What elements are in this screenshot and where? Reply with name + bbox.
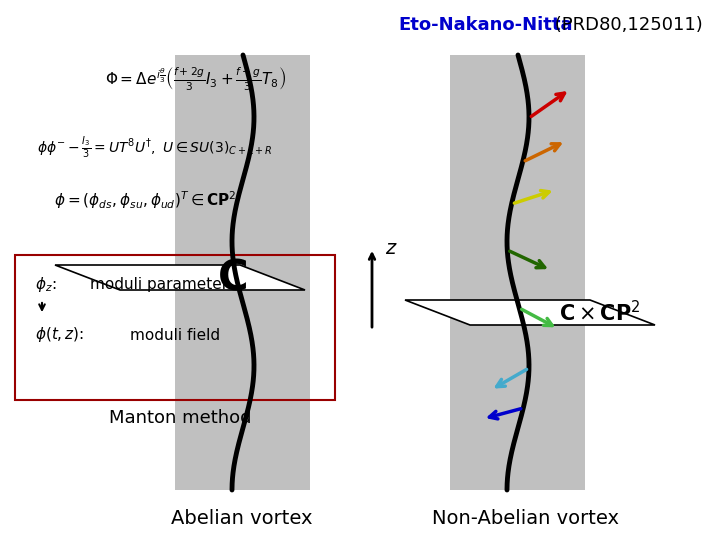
Text: $\mathbf{C}$: $\mathbf{C}$ (217, 256, 247, 298)
Polygon shape (405, 300, 655, 325)
Text: Abelian vortex: Abelian vortex (171, 509, 312, 528)
Text: moduli field: moduli field (130, 327, 220, 342)
Text: $\phi\phi^{-} - \frac{I_3}{3} = UT^8U^{\dagger},\ U \in SU(3)_{C+L+R}$: $\phi\phi^{-} - \frac{I_3}{3} = UT^8U^{\… (37, 135, 273, 161)
Bar (450, 55, 585, 490)
Text: $\phi_z$:: $\phi_z$: (35, 275, 56, 294)
Text: $\Phi = \Delta e^{i\frac{\theta}{3}} \left(\frac{f+2g}{3}I_3 + \frac{f-g}{3}T_8\: $\Phi = \Delta e^{i\frac{\theta}{3}} \le… (104, 65, 286, 93)
Text: $\mathbf{C}\times\mathbf{CP}^2$: $\mathbf{C}\times\mathbf{CP}^2$ (559, 300, 641, 326)
Text: Eto-Nakano-Nitta: Eto-Nakano-Nitta (398, 16, 572, 34)
Polygon shape (55, 265, 305, 290)
Bar (175, 55, 310, 490)
Bar (15, 255, 335, 400)
Text: $\phi(t,z)$:: $\phi(t,z)$: (35, 326, 84, 345)
Text: $\phi = (\phi_{ds},\phi_{su},\phi_{ud})^T \in \mathbf{CP}^2$: $\phi = (\phi_{ds},\phi_{su},\phi_{ud})^… (54, 189, 236, 211)
Text: $z$: $z$ (385, 239, 397, 258)
Text: (PRD80,125011): (PRD80,125011) (549, 16, 703, 34)
Text: Non-Abelian vortex: Non-Abelian vortex (431, 509, 618, 528)
Text: Manton method: Manton method (109, 409, 251, 427)
Text: moduli parameter: moduli parameter (90, 278, 228, 293)
